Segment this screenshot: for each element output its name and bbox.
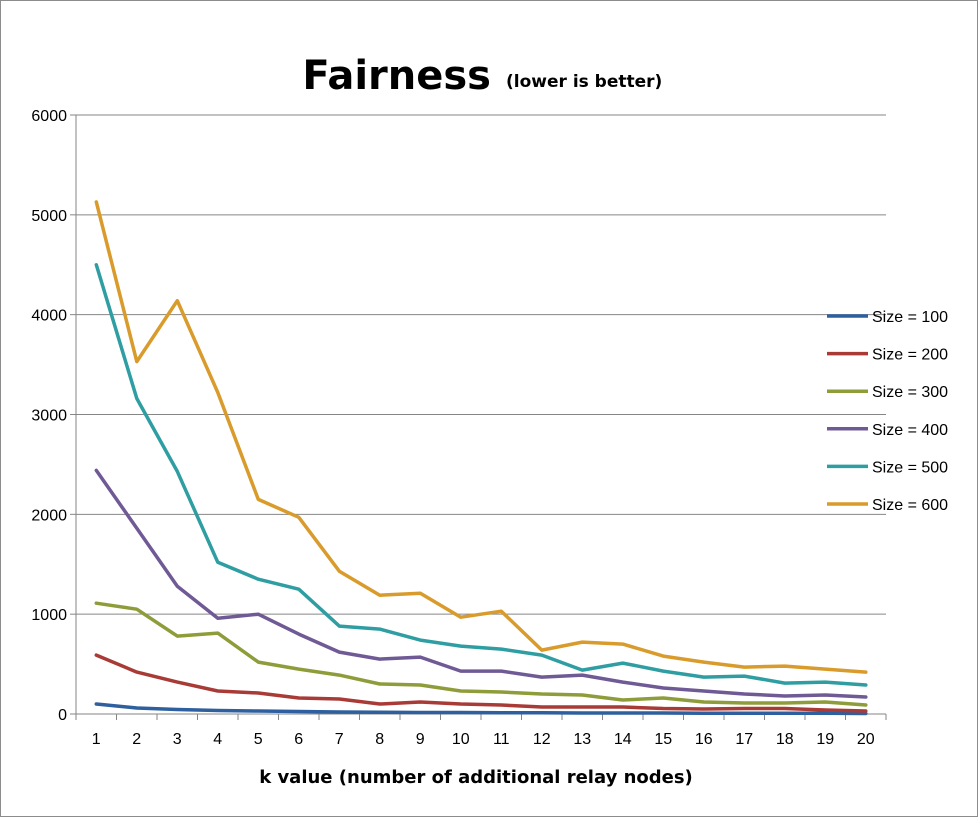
chart-subtitle: (lower is better) — [506, 72, 662, 92]
chart-title: Fairness — [302, 53, 491, 99]
series-line-4 — [94, 468, 868, 699]
series-line-3 — [94, 601, 868, 707]
x-tick-label: 12 — [533, 731, 551, 748]
x-tick-label: 18 — [776, 731, 794, 748]
x-tick-label: 2 — [132, 731, 141, 748]
x-tick-label: 9 — [416, 731, 425, 748]
y-tick-label: 1000 — [31, 607, 67, 624]
x-axis-label: k value (number of additional relay node… — [259, 767, 693, 788]
x-tick-label: 6 — [294, 731, 303, 748]
legend-label: Size = 400 — [872, 422, 948, 439]
x-tick-label: 3 — [173, 731, 182, 748]
x-tick-label: 8 — [375, 731, 384, 748]
x-tick-label: 19 — [816, 731, 834, 748]
y-tick-label: 2000 — [31, 507, 67, 524]
y-tick-label: 3000 — [31, 408, 67, 425]
x-tick-label: 11 — [493, 731, 510, 748]
x-tick-label: 5 — [254, 731, 263, 748]
series-line-6 — [94, 200, 868, 674]
legend: Size = 100 Size = 200 Size = 300 Size = 400… — [827, 309, 948, 514]
x-tick-label: 4 — [213, 731, 222, 748]
x-tick-label: 10 — [452, 731, 470, 748]
y-tick-label: 6000 — [31, 108, 67, 125]
legend-label: Size = 100 — [872, 309, 948, 326]
x-tick-label: 13 — [573, 731, 591, 748]
x-tick-label: 14 — [614, 731, 632, 748]
x-tick-label: 1 — [92, 731, 101, 748]
y-tick-label: 5000 — [31, 208, 67, 225]
legend-label: Size = 300 — [872, 384, 948, 401]
x-tick-label: 20 — [857, 731, 875, 748]
legend-label: Size = 600 — [872, 497, 948, 514]
series-line-1 — [94, 702, 868, 716]
x-tick-label: 16 — [695, 731, 713, 748]
legend-label: Size = 200 — [872, 347, 948, 364]
x-tick-label: 15 — [654, 731, 672, 748]
series-line-2 — [94, 653, 868, 713]
legend-label: Size = 500 — [872, 459, 948, 476]
series-lines — [94, 200, 868, 716]
series-line-5 — [94, 263, 868, 687]
x-tick-label: 7 — [335, 731, 344, 748]
y-tick-label: 0 — [58, 707, 67, 724]
y-tick-label: 4000 — [31, 308, 67, 325]
gridlines — [76, 114, 886, 615]
x-tick-label: 17 — [735, 731, 753, 748]
